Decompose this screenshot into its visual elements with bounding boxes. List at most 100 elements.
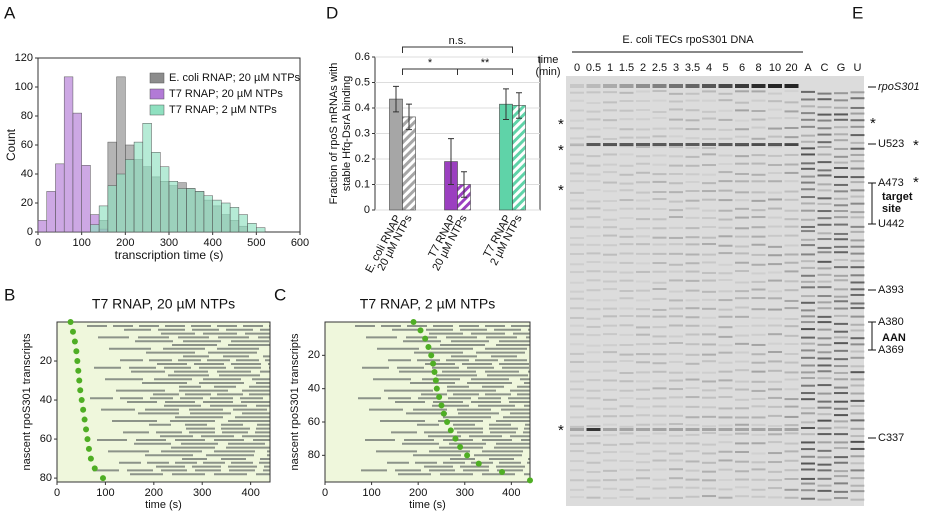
gel-band — [718, 180, 733, 183]
histogram-bar — [133, 141, 144, 233]
lane-label: 8 — [755, 62, 761, 74]
gel-band — [784, 325, 799, 328]
gel-band — [570, 162, 584, 165]
gel-band — [570, 290, 584, 293]
histogram-bar — [160, 166, 170, 233]
gel-band — [834, 99, 848, 102]
gel-band — [702, 428, 716, 431]
band-label: site — [882, 203, 901, 215]
legend-swatch — [149, 72, 165, 84]
gel-band — [784, 280, 799, 283]
gel-band — [669, 496, 683, 499]
gel-band — [735, 351, 749, 354]
gel-band — [834, 238, 848, 241]
gel-band — [586, 325, 601, 328]
gel-band — [735, 369, 749, 372]
gel-band — [619, 333, 634, 336]
gel-band — [586, 496, 601, 499]
gel-band — [784, 209, 799, 212]
legend-swatch — [149, 88, 165, 100]
gel-band — [570, 405, 584, 408]
point — [425, 344, 432, 350]
gel-band — [801, 421, 815, 424]
gel-band — [586, 299, 601, 302]
gel-band — [685, 460, 700, 463]
gel-band — [768, 351, 782, 354]
gel-band — [850, 216, 865, 219]
gel-band — [817, 463, 832, 466]
gel-band — [735, 101, 749, 104]
gel-band — [817, 384, 832, 387]
gel-band — [801, 398, 815, 401]
lane-label: 1.5 — [619, 62, 634, 74]
gel-band — [817, 343, 832, 346]
gel-band — [718, 387, 733, 390]
gel-band — [834, 113, 848, 116]
asterisk: * — [913, 137, 919, 154]
gel-band — [586, 128, 601, 131]
gel-band — [718, 488, 733, 491]
gel-band — [751, 118, 766, 121]
significance-bracket — [402, 46, 513, 53]
gel-band — [570, 370, 584, 373]
gel-band — [586, 486, 601, 489]
gel-band — [652, 288, 667, 291]
lane-label: 10 — [769, 62, 781, 74]
gel-band — [801, 253, 815, 256]
gel-band — [652, 180, 667, 183]
gel-band — [669, 145, 683, 148]
gel-band — [619, 344, 634, 347]
gel-band — [619, 432, 634, 435]
histogram-bar — [203, 195, 213, 233]
gel-band — [669, 84, 683, 88]
x-tick-label: 300 — [456, 487, 474, 499]
gel-band — [685, 333, 700, 336]
gel-band — [586, 164, 601, 167]
gel-band — [784, 398, 799, 401]
gel-band — [570, 99, 584, 102]
gel-band — [768, 496, 782, 499]
lane-label: 4 — [706, 62, 712, 74]
point — [430, 360, 437, 367]
gel-band — [619, 207, 634, 210]
gel-band — [834, 441, 848, 444]
gel-band — [735, 227, 749, 230]
gel-band — [834, 167, 848, 170]
gel-band — [685, 173, 700, 176]
gel-band — [685, 405, 700, 408]
gel-band — [801, 349, 815, 352]
gel-band — [784, 442, 799, 445]
gel-band — [586, 389, 601, 392]
gel-band — [735, 281, 749, 284]
gel-band — [685, 92, 700, 95]
gel-band — [735, 191, 749, 194]
gel-band — [768, 163, 782, 166]
gel-band — [718, 137, 733, 140]
gel-band — [801, 412, 815, 415]
gel-band — [603, 469, 617, 472]
gel-band — [834, 175, 848, 178]
y-axis-label: nascent rpoS301 transcripts — [21, 333, 33, 470]
point — [432, 377, 439, 384]
gel-band — [784, 110, 799, 113]
gel-band — [669, 200, 683, 203]
gel-band — [768, 145, 782, 148]
gel-band — [834, 210, 848, 213]
gel-band — [817, 246, 832, 249]
gel-band — [784, 415, 799, 418]
point — [91, 465, 98, 472]
gel-band — [619, 297, 634, 300]
point — [464, 452, 471, 459]
gel-band — [636, 397, 650, 400]
gel-band — [834, 300, 848, 303]
gel-band — [652, 297, 667, 300]
gel-band — [751, 288, 766, 291]
gel-band — [685, 270, 700, 273]
gel-band — [817, 484, 832, 487]
gel-band — [784, 198, 799, 201]
gel-band — [801, 489, 815, 492]
gel-band — [784, 136, 799, 139]
x-tick-label: 400 — [203, 237, 221, 249]
gel-band — [702, 461, 716, 464]
gel-band — [570, 488, 584, 491]
